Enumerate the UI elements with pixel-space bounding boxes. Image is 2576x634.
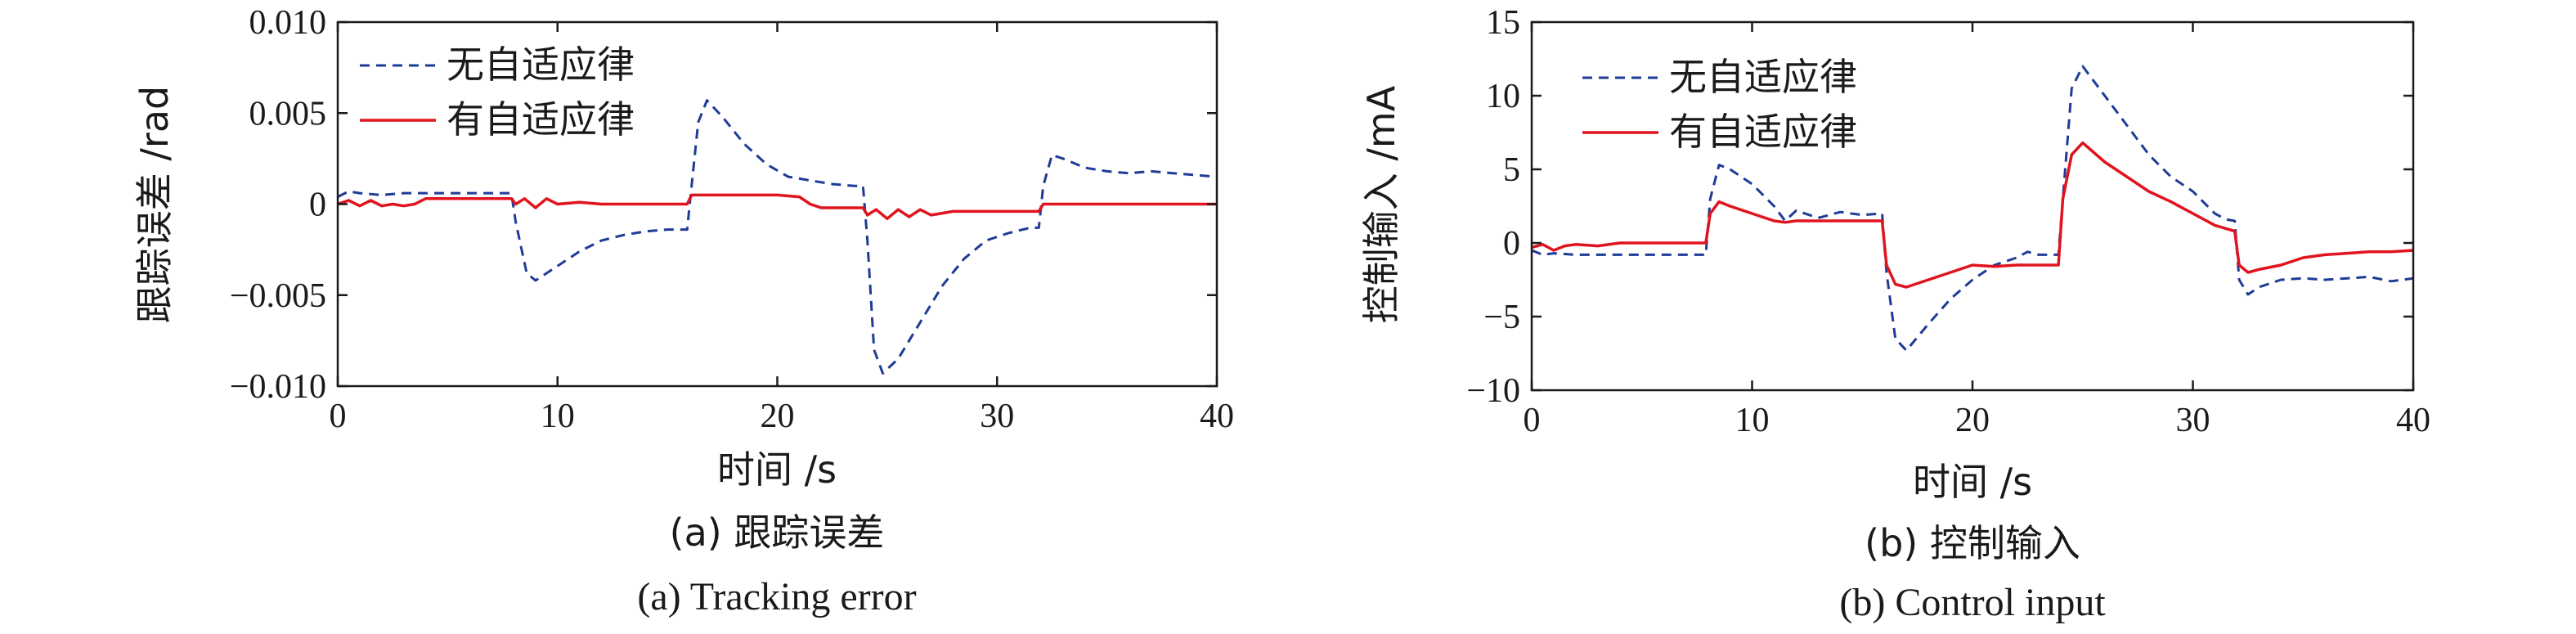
series-line-a-no-adaptive [338,99,1217,375]
x-tick-label-a: 30 [980,398,1014,435]
y-tick-label-b: −10 [1466,372,1520,410]
x-tick-label-a: 40 [1200,398,1234,435]
y-tick-label-a: −0.005 [230,277,326,315]
y-tick-label-a: −0.010 [230,368,326,406]
plot-area-b [1532,65,2413,352]
x-tick-label-b: 20 [1955,402,1990,439]
caption-cn-a: (a) 跟踪误差 [670,510,885,555]
y-tick-label-b: −5 [1483,299,1520,336]
x-tick-label-a: 10 [541,398,575,435]
panel-b-control-input: 0 10 20 30 40 −10 −5 0 5 10 15 无自适应律 有自适应律 控制输入 /m… [1359,4,2430,624]
y-tick-label-a: 0.010 [249,4,327,42]
caption-en-b: (b) Control input [1839,581,2106,624]
x-tick-label-b: 0 [1524,402,1541,439]
plot-frame-b [1530,20,2415,392]
plot-area-a [338,99,1217,375]
y-tick-label-b: 10 [1486,78,1520,115]
legend-label-no-adaptive-b: 无自适应律 [1669,55,1857,99]
y-tick-label-b: 15 [1486,4,1520,42]
y-tick-label-b: 0 [1503,225,1520,263]
legend-b: 无自适应律 有自适应律 [1582,55,1857,154]
ticks-b: 0 10 20 30 40 −10 −5 0 5 10 15 [1466,4,2430,439]
x-axis-label-a: 时间 /s [717,447,837,492]
series-line-a-adaptive [338,193,1217,221]
x-tick-label-b: 30 [2176,402,2210,439]
y-tick-label-b: 5 [1503,151,1520,189]
legend-a: 无自适应律 有自适应律 [360,43,635,142]
y-tick-label-a: 0 [309,187,326,224]
x-tick-label-b: 40 [2396,402,2430,439]
caption-cn-b: (b) 控制输入 [1865,521,2080,565]
y-tick-label-a: 0.005 [249,95,327,133]
caption-en-a: (a) Tracking error [637,575,916,618]
x-tick-label-a: 0 [330,398,347,435]
x-axis-label-b: 时间 /s [1913,460,2032,504]
y-axis-label-b: 控制输入 /mA [1359,85,1403,323]
series-line-b-adaptive [1532,141,2413,289]
legend-label-adaptive-a: 有自适应律 [447,97,635,142]
series-line-b-no-adaptive [1532,65,2413,352]
ticks-a: 0 10 20 30 40 −0.010 −0.005 0 0.005 0.010 [230,4,1234,435]
x-tick-label-b: 10 [1735,402,1770,439]
legend-label-adaptive-b: 有自适应律 [1669,110,1857,154]
x-tick-label-a: 20 [761,398,795,435]
legend-label-no-adaptive-a: 无自适应律 [447,43,635,87]
y-axis-label-a: 跟踪误差 /rad [132,86,177,323]
panel-a-tracking-error: 0 10 20 30 40 −0.010 −0.005 0 0.005 0.010 无自适应律 有… [132,4,1234,618]
